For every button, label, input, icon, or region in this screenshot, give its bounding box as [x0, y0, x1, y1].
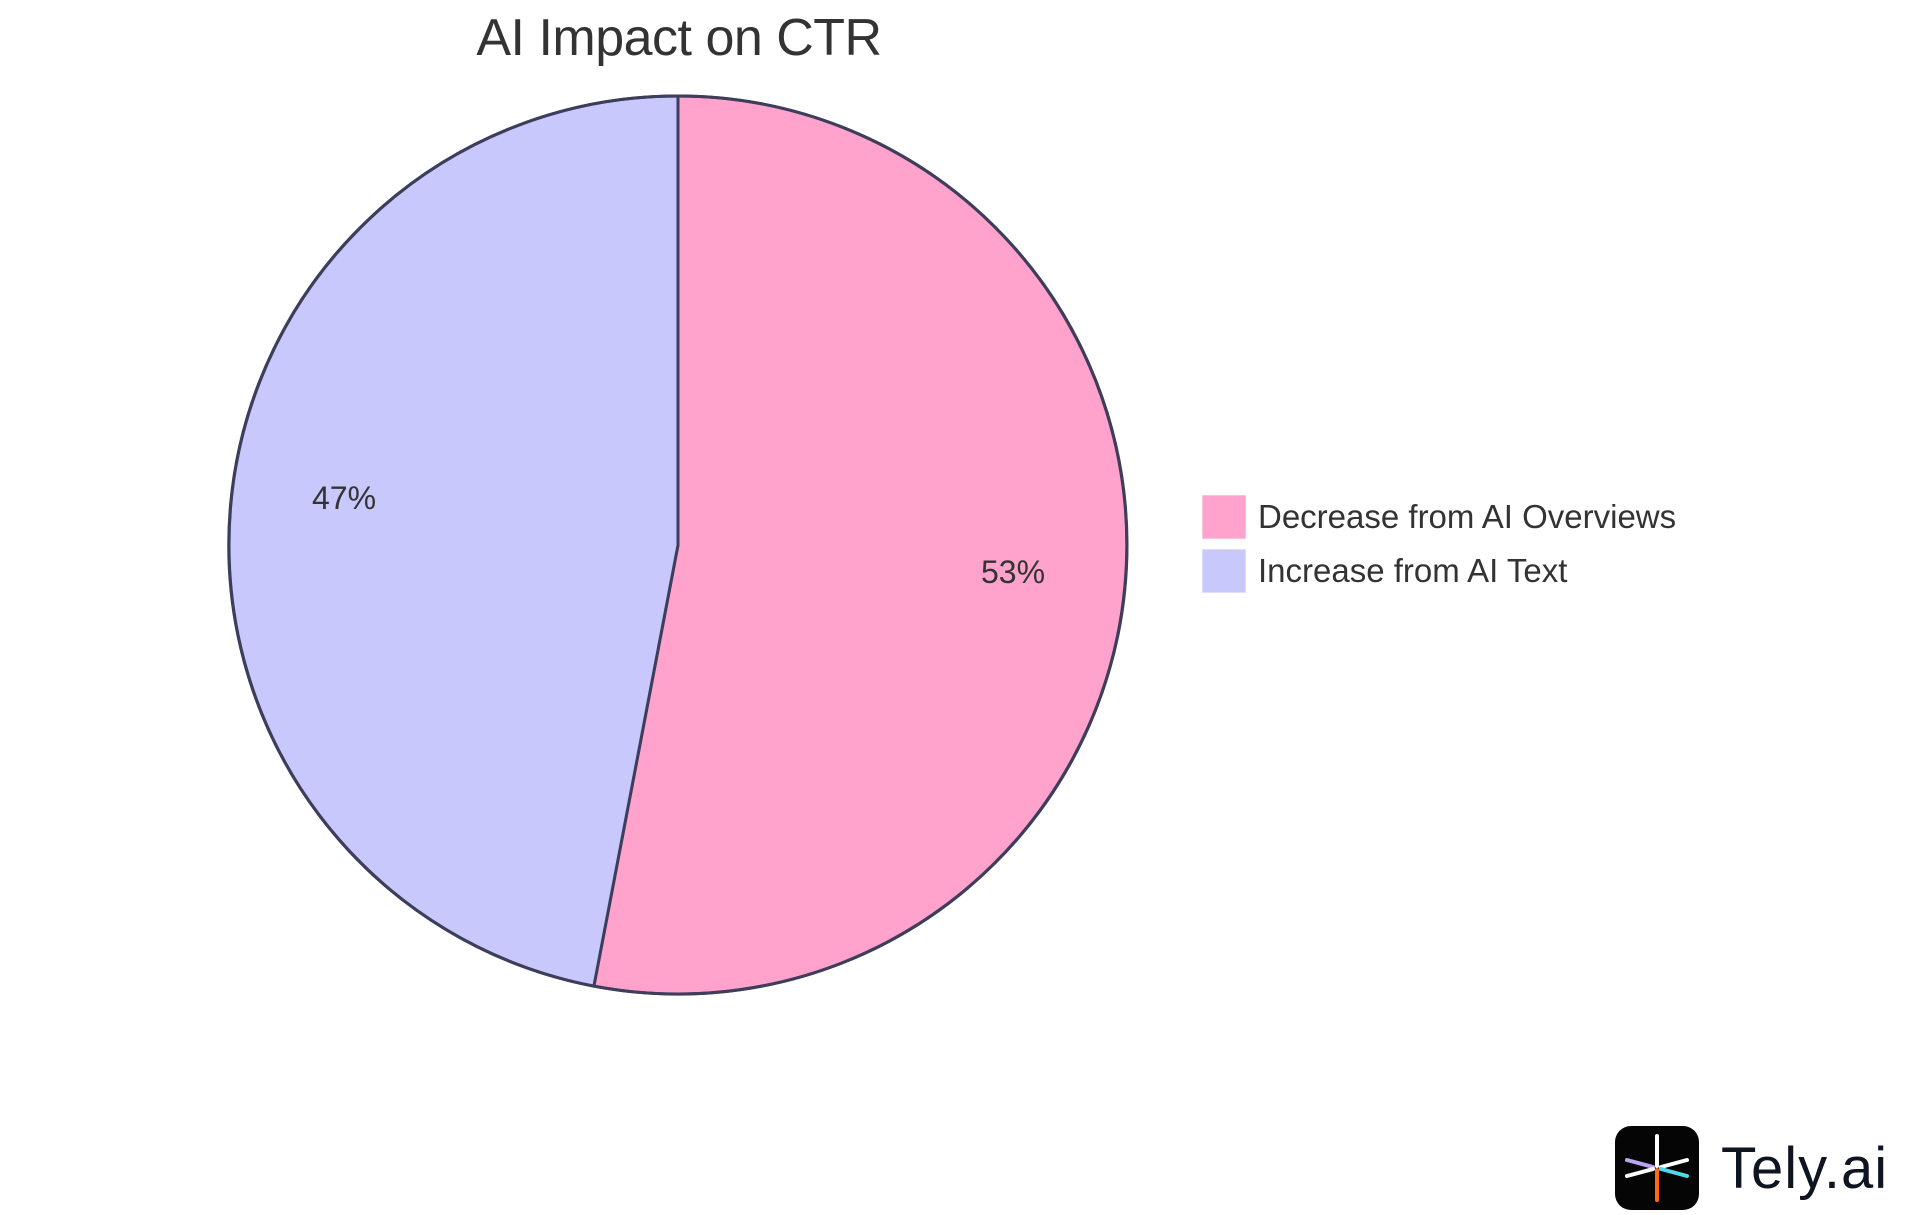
legend-swatch-increase — [1202, 549, 1246, 593]
legend-item-increase[interactable]: Increase from AI Text — [1202, 544, 1676, 598]
chart-title: AI Impact on CTR — [476, 9, 882, 67]
legend-label-decrease: Decrease from AI Overviews — [1258, 498, 1677, 535]
legend-item-decrease[interactable]: Decrease from AI Overviews — [1202, 490, 1676, 544]
pie-slice-increase[interactable] — [227, 94, 680, 988]
legend-swatch-decrease — [1202, 495, 1246, 539]
pie-outline — [227, 94, 1129, 996]
slice-label-decrease: 53% — [981, 554, 1045, 590]
brand-watermark: Tely.ai — [1615, 1126, 1888, 1210]
brand-name: Tely.ai — [1721, 1135, 1889, 1201]
tely-asterisk-logo-icon — [1615, 1126, 1699, 1210]
slice-label-increase: 47% — [312, 480, 376, 516]
chart-legend: Decrease from AI Overviews Increase from… — [1202, 490, 1676, 598]
legend-label-increase: Increase from AI Text — [1258, 552, 1568, 589]
